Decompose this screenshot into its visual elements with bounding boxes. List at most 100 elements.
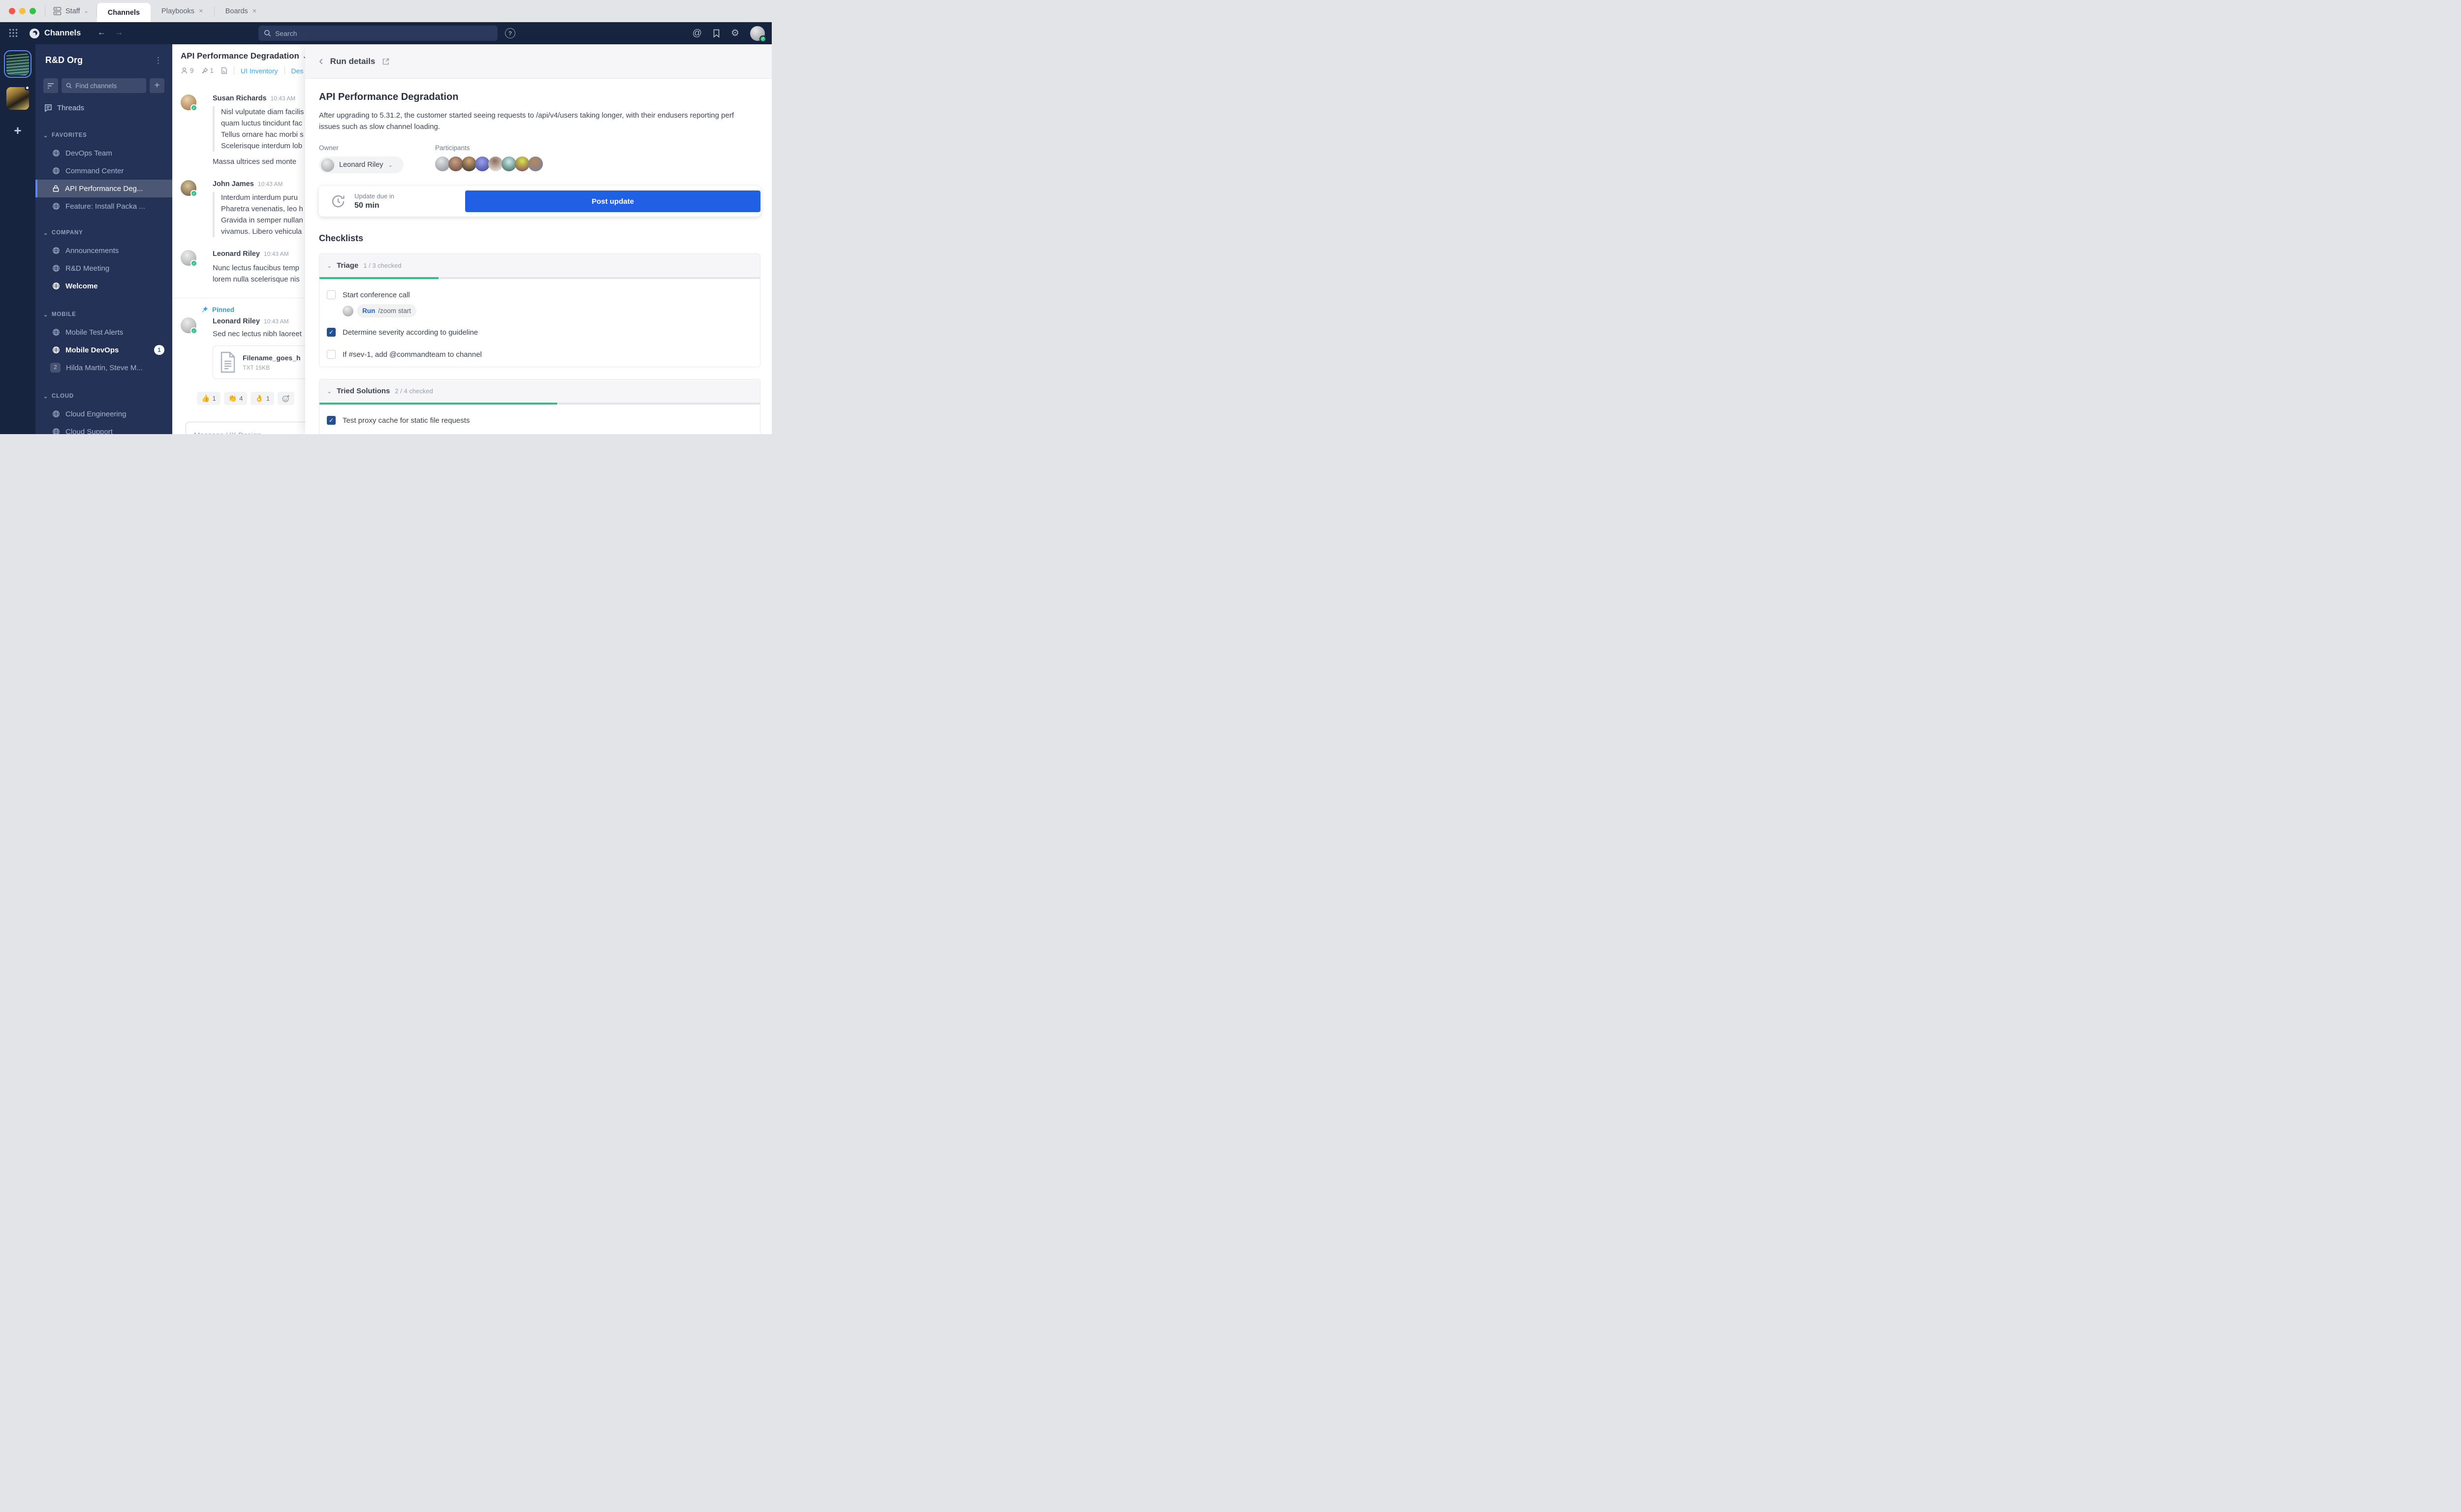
- owner-selector[interactable]: Leonard Riley ⌄: [319, 157, 404, 173]
- product-switcher-icon[interactable]: [9, 29, 18, 37]
- online-status-icon: ✓: [190, 327, 197, 334]
- message-author[interactable]: Leonard Riley: [213, 250, 260, 258]
- find-channels-input[interactable]: [75, 82, 142, 90]
- saved-posts-icon[interactable]: [713, 29, 720, 38]
- post-update-button[interactable]: Post update: [465, 190, 760, 212]
- sidebar-item-mobile-devops[interactable]: Mobile DevOps 1: [35, 341, 172, 359]
- checklist-item: ✓ Determine severity according to guidel…: [327, 328, 753, 337]
- tab-playbooks[interactable]: Playbooks ×: [151, 0, 214, 22]
- team-name[interactable]: R&D Org: [45, 55, 83, 65]
- checkbox-unchecked[interactable]: [327, 290, 336, 299]
- message[interactable]: ✓ Leonard Riley 10:43 AM Nunc lectus fau…: [172, 250, 305, 285]
- thumbs-up-emoji: 👍: [201, 394, 210, 402]
- user-avatar[interactable]: ✓: [750, 26, 766, 42]
- pinned-message[interactable]: Pinned ✓ Leonard Riley 10:43 AM Sed nec …: [172, 306, 305, 405]
- sidebar-item-api-performance[interactable]: API Performance Deg...: [35, 180, 172, 197]
- history-back-button[interactable]: ←: [97, 28, 106, 37]
- sidebar-item-command-center[interactable]: Command Center: [35, 162, 172, 180]
- global-header: Channels ← → ? @ ⚙ ✓: [0, 22, 772, 44]
- avatar: ✓: [181, 94, 197, 111]
- checkbox-checked[interactable]: ✓: [327, 328, 336, 337]
- message-composer[interactable]: Message UX Design: [186, 422, 305, 434]
- add-channel-button[interactable]: +: [150, 78, 164, 93]
- run-label: Run: [362, 307, 376, 315]
- channel-link-ui-inventory[interactable]: UI Inventory: [241, 66, 278, 75]
- globe-icon: [52, 428, 60, 434]
- channel-files-button[interactable]: [221, 67, 227, 74]
- run-command-button[interactable]: Run /zoom start: [357, 304, 417, 317]
- close-tab-icon[interactable]: ×: [252, 7, 257, 15]
- checkbox-unchecked[interactable]: [327, 350, 336, 359]
- sidebar-item-hilda-martin-dm[interactable]: 2 Hilda Martin, Steve M...: [35, 359, 172, 377]
- dm-member-count-badge: 2: [50, 363, 61, 373]
- team-menu-icon[interactable]: ⋮: [154, 55, 162, 65]
- message[interactable]: ✓ Susan Richards 10:43 AM Nisl vulputate…: [172, 94, 305, 167]
- settings-gear-icon[interactable]: ⚙: [730, 28, 739, 38]
- help-icon[interactable]: ?: [505, 28, 515, 38]
- reaction-clap[interactable]: 👏 4: [223, 392, 248, 405]
- reaction-thumbs-up[interactable]: 👍 1: [197, 392, 221, 405]
- section-header[interactable]: ⌄ MOBILE: [35, 310, 172, 319]
- add-reaction-button[interactable]: [278, 392, 295, 405]
- message-author[interactable]: John James: [213, 180, 254, 188]
- sidebar-item-announcements[interactable]: Announcements: [35, 242, 172, 259]
- global-search[interactable]: [258, 26, 498, 41]
- zoom-window-button[interactable]: [30, 8, 36, 14]
- checkbox-checked[interactable]: ✓: [327, 416, 336, 425]
- mentions-icon[interactable]: @: [692, 28, 702, 38]
- checklist-header[interactable]: ⌄ Triage 1 / 3 checked: [319, 254, 760, 277]
- reactions-row: 👍 1 👏 4 👌 1: [197, 392, 305, 405]
- channel-members-button[interactable]: 9: [181, 67, 194, 74]
- channel-title-dropdown[interactable]: API Performance Degradation ⌄: [181, 51, 305, 61]
- sidebar-item-feature-install[interactable]: Feature: Install Packa ...: [35, 197, 172, 215]
- message-timestamp: 10:43 AM: [263, 318, 289, 325]
- minimize-window-button[interactable]: [19, 8, 26, 14]
- chevron-down-icon: ⌄: [302, 53, 305, 60]
- section-header[interactable]: ⌄ CLOUD: [35, 391, 172, 401]
- file-attachment[interactable]: Filename_goes_h TXT 15KB: [213, 346, 305, 379]
- owner-name: Leonard Riley: [339, 161, 383, 169]
- sidebar-item-mobile-test-alerts[interactable]: Mobile Test Alerts: [35, 323, 172, 341]
- sidebar-item-rd-meeting[interactable]: R&D Meeting: [35, 259, 172, 277]
- history-forward-button[interactable]: →: [115, 28, 123, 37]
- sidebar-item-welcome[interactable]: Welcome: [35, 277, 172, 295]
- close-window-button[interactable]: [9, 8, 15, 14]
- open-external-icon[interactable]: [382, 58, 390, 65]
- tab-channels[interactable]: Channels: [96, 3, 151, 22]
- team-secondary[interactable]: [4, 85, 32, 112]
- channel-filter-button[interactable]: [43, 78, 58, 93]
- sidebar-item-cloud-engineering[interactable]: Cloud Engineering: [35, 405, 172, 423]
- message[interactable]: ✓ John James 10:43 AM Interdum interdum …: [172, 180, 305, 237]
- search-input[interactable]: [275, 29, 492, 37]
- checklist-item: ✓ Test proxy cache for static file reque…: [327, 416, 753, 425]
- divider: [284, 66, 285, 75]
- participants-avatars[interactable]: [435, 157, 543, 171]
- close-tab-icon[interactable]: ×: [198, 7, 203, 15]
- checklist-item-label: Determine severity according to guidelin…: [343, 328, 478, 337]
- checklist-status: 1 / 3 checked: [363, 262, 402, 269]
- pinned-posts-button[interactable]: 1: [201, 67, 214, 74]
- message-author[interactable]: Leonard Riley: [213, 317, 260, 325]
- sidebar-item-threads[interactable]: Threads: [35, 100, 172, 116]
- message-text: Nunc lectus faucibus temp lorem nulla sc…: [213, 264, 300, 284]
- unread-dot: [25, 85, 30, 91]
- find-channels-box[interactable]: [62, 78, 146, 93]
- add-team-button[interactable]: +: [14, 123, 22, 138]
- checklist-header[interactable]: ⌄ Tried Solutions 2 / 4 checked: [319, 379, 760, 403]
- chevron-down-icon: ⌄: [43, 230, 49, 236]
- team-rd-org[interactable]: [4, 50, 32, 78]
- sidebar-item-devops-team[interactable]: DevOps Team: [35, 144, 172, 162]
- sidebar-item-cloud-support[interactable]: Cloud Support: [35, 423, 172, 434]
- tab-boards[interactable]: Boards ×: [215, 0, 268, 22]
- server-selector[interactable]: Staff ⌄: [45, 0, 96, 22]
- reaction-ok-hand[interactable]: 👌 1: [251, 392, 275, 405]
- team-sidebar: +: [0, 44, 35, 434]
- message-blockquote: Interdum interdum puru Pharetra venenati…: [213, 192, 303, 237]
- section-header[interactable]: ⌄ FAVORITES: [35, 130, 172, 140]
- message-author[interactable]: Susan Richards: [213, 94, 267, 102]
- section-header[interactable]: ⌄ COMPANY: [35, 228, 172, 238]
- update-timer-icon: [331, 194, 346, 209]
- avatar: [448, 157, 463, 171]
- progress-bar: [319, 403, 558, 405]
- channel-link-design[interactable]: Des: [291, 66, 304, 75]
